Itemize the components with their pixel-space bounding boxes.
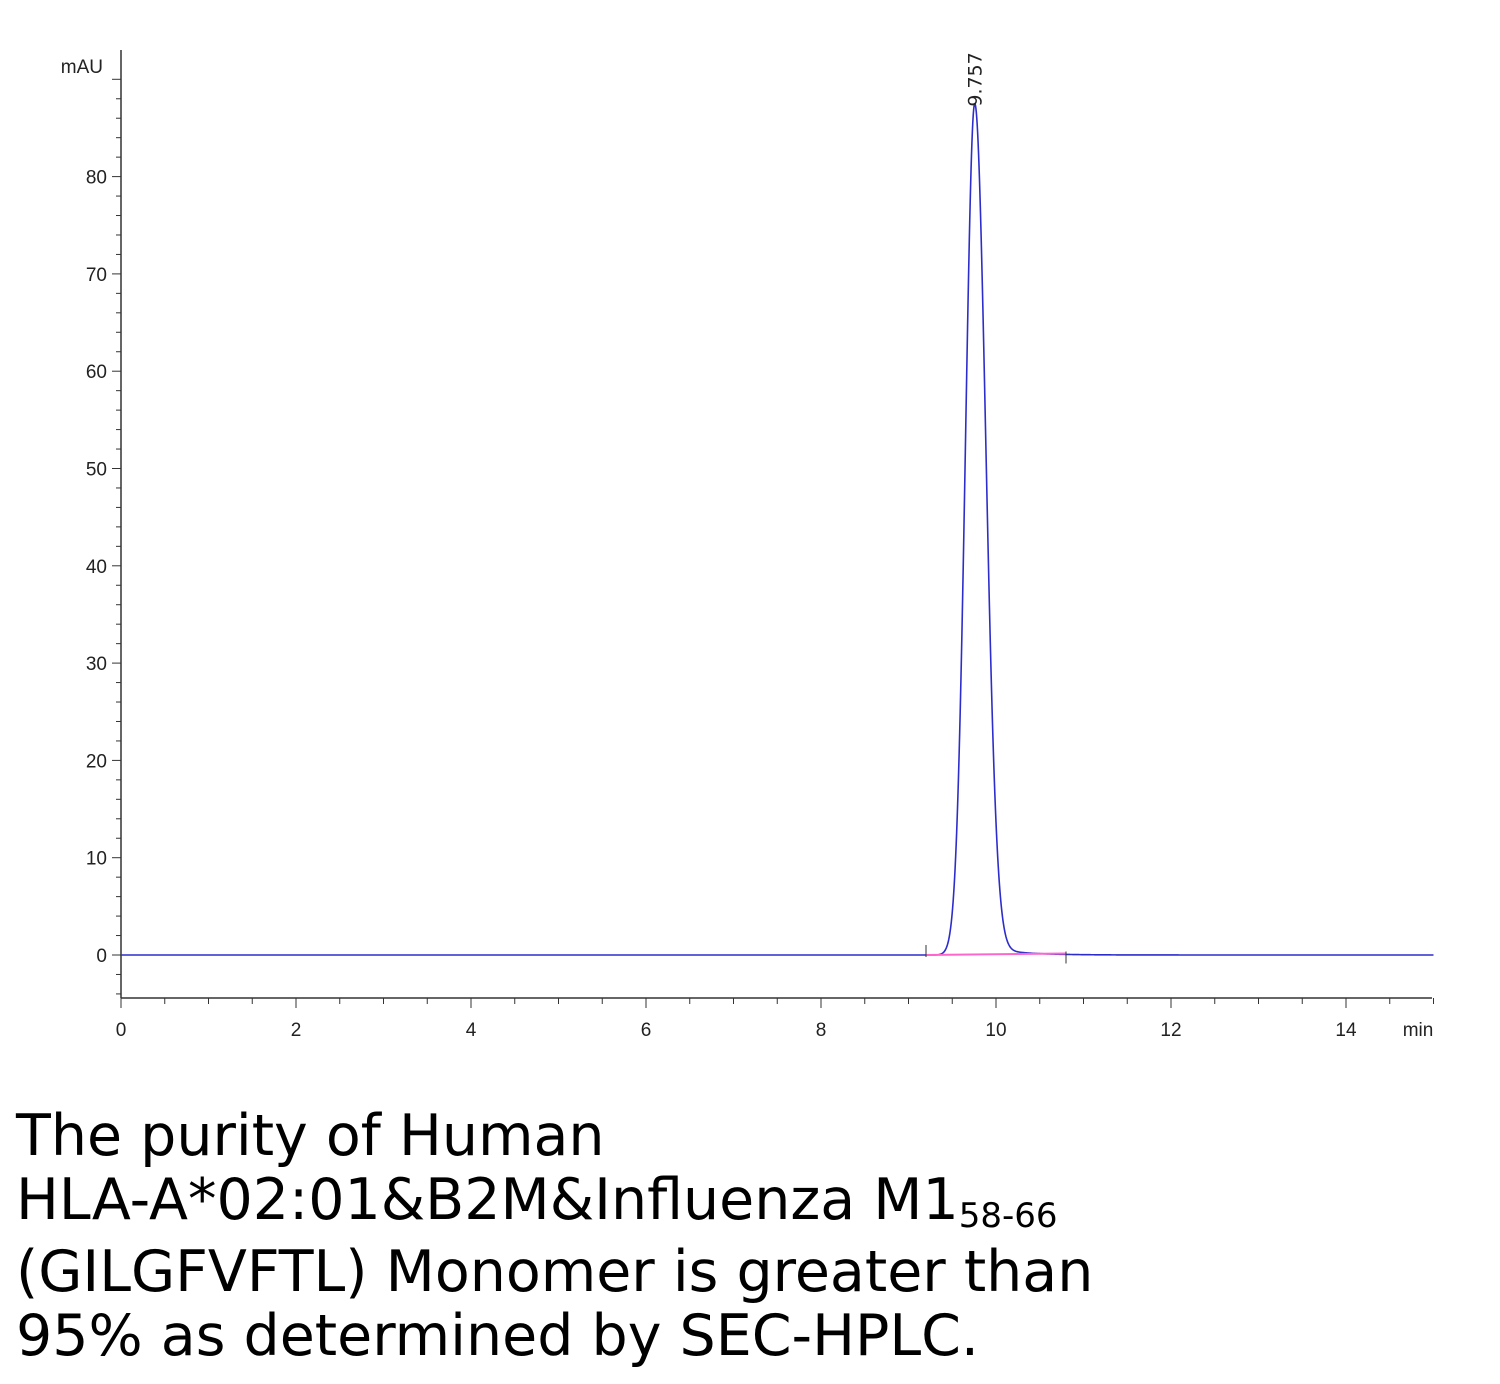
chart-marks: 9.757 <box>121 52 1434 964</box>
ticks <box>112 78 1434 1008</box>
y-tick-label: 60 <box>86 362 107 383</box>
caption-line-2: HLA-A*02:01&B2M&Influenza M158-66 <box>16 1168 1476 1240</box>
y-tick-label: 30 <box>86 654 107 675</box>
x-tick-label: 8 <box>816 1020 827 1041</box>
integration-baseline <box>925 952 1067 956</box>
caption-line-1: The purity of Human <box>16 1103 605 1169</box>
x-tick-label: 10 <box>985 1020 1006 1041</box>
caption-line-2-subscript: 58-66 <box>958 1196 1058 1236</box>
axes <box>120 50 1432 999</box>
x-tick-label: 4 <box>466 1020 477 1041</box>
peak-retention-label: 9.757 <box>965 52 987 106</box>
caption-line-3: (GILGFVFTL) Monomer is greater than <box>16 1239 1094 1305</box>
x-tick-label: 12 <box>1160 1020 1181 1041</box>
y-axis-unit-label: mAU <box>61 57 103 78</box>
y-tick-label: 40 <box>86 557 107 578</box>
x-tick-label: 6 <box>641 1020 652 1041</box>
x-axis-unit-label: min <box>1403 1020 1434 1041</box>
x-tick-label: 14 <box>1335 1020 1357 1041</box>
x-tick-label: 2 <box>291 1020 302 1041</box>
tick-labels: 0 10 20 30 40 50 60 70 80 mAU 0 2 4 6 8 10 12 14 min <box>61 57 1434 1041</box>
y-tick-label: 10 <box>86 849 107 870</box>
y-tick-label: 0 <box>96 946 107 967</box>
chromatogram-trace <box>121 102 1434 956</box>
y-tick-label: 50 <box>86 460 107 481</box>
y-tick-label: 70 <box>86 265 107 286</box>
x-tick-label: 0 <box>116 1020 127 1041</box>
y-tick-label: 20 <box>86 751 107 772</box>
chromatogram-chart: 0 10 20 30 40 50 60 70 80 mAU 0 2 4 6 8 10 12 14 min 9.757 <box>61 50 1434 1041</box>
caption: The purity of Human HLA-A*02:01&B2M&Infl… <box>16 1104 1476 1368</box>
y-tick-label: 80 <box>86 168 107 189</box>
caption-line-4: 95% as determined by SEC-HPLC. <box>16 1303 980 1369</box>
caption-line-2-main: HLA-A*02:01&B2M&Influenza M1 <box>16 1167 959 1233</box>
